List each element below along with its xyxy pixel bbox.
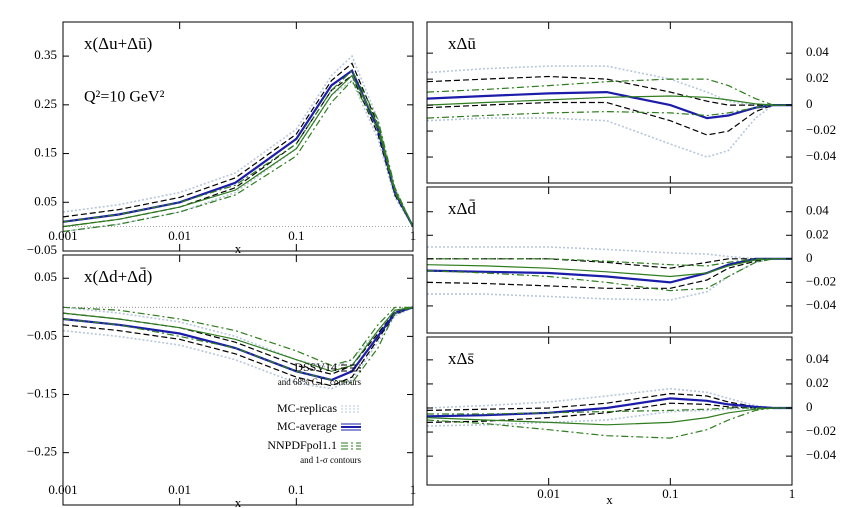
x-axis-label: x bbox=[606, 492, 613, 507]
x-tick-label: 1 bbox=[410, 482, 417, 497]
legend-label: MC-replicas bbox=[277, 401, 337, 415]
x-tick-label: 0.1 bbox=[662, 486, 678, 501]
legend-note: and 1-σ contours bbox=[300, 455, 361, 465]
curve bbox=[427, 407, 792, 427]
y-tick-label: 0.04 bbox=[806, 351, 829, 366]
curve bbox=[427, 95, 792, 106]
y-tick-label: −0.02 bbox=[806, 423, 836, 438]
y-tick-label: 0 bbox=[806, 399, 813, 414]
y-tick-label: 0.25 bbox=[34, 96, 57, 111]
y-tick-label: −0.04 bbox=[806, 297, 837, 312]
curve bbox=[427, 65, 792, 106]
x-tick-label: 0.001 bbox=[48, 228, 77, 243]
curve bbox=[427, 258, 792, 267]
x-tick-label: 0.1 bbox=[288, 228, 304, 243]
curve bbox=[63, 306, 413, 384]
curve bbox=[63, 306, 413, 367]
y-tick-label: −0.05 bbox=[27, 242, 57, 257]
curve bbox=[427, 407, 792, 439]
legend-note: and 68% C.L. contours bbox=[278, 377, 362, 387]
y-tick-label: 0 bbox=[806, 96, 813, 111]
y-tick-label: 0.05 bbox=[34, 269, 57, 284]
panel-frame bbox=[62, 21, 414, 252]
curve bbox=[427, 407, 792, 415]
x-tick-label: 0.01 bbox=[168, 482, 191, 497]
curve bbox=[427, 101, 792, 136]
x-tick-label: 1 bbox=[410, 228, 417, 243]
panel-frame bbox=[62, 254, 414, 506]
x-axis-label: x bbox=[235, 241, 242, 256]
panel-frame bbox=[426, 186, 793, 334]
legend-label: MC-average bbox=[277, 419, 337, 433]
y-tick-label: 0.02 bbox=[806, 226, 829, 241]
panel-title: xΔd̄ bbox=[448, 199, 476, 218]
panel-title: x(Δd+Δd̄) bbox=[84, 267, 152, 286]
panel-title: xΔū bbox=[448, 34, 476, 53]
x-tick-label: 1 bbox=[789, 486, 796, 501]
y-tick-label: −0.02 bbox=[806, 273, 836, 288]
x-tick-label: 0.01 bbox=[168, 228, 191, 243]
panel-title: x(Δu+Δū) bbox=[84, 34, 152, 53]
curve bbox=[427, 258, 792, 301]
curve bbox=[427, 258, 792, 278]
y-tick-label: −0.04 bbox=[806, 447, 837, 462]
curve bbox=[427, 104, 792, 158]
x-tick-label: 0.1 bbox=[288, 482, 304, 497]
y-tick-label: 0.04 bbox=[806, 203, 829, 218]
curve bbox=[63, 79, 413, 233]
curve bbox=[63, 74, 413, 228]
x-tick-label: 0.001 bbox=[48, 482, 77, 497]
panel-title: xΔs̄ bbox=[448, 349, 474, 368]
y-tick-label: 0.05 bbox=[34, 193, 57, 208]
y-tick-label: 0.02 bbox=[806, 70, 829, 85]
curve bbox=[63, 306, 413, 372]
y-tick-label: −0.04 bbox=[806, 148, 837, 163]
curve bbox=[427, 397, 792, 418]
y-tick-label: 0.02 bbox=[806, 375, 829, 390]
y-tick-label: −0.02 bbox=[806, 122, 836, 137]
curve bbox=[427, 246, 792, 260]
curve bbox=[427, 104, 792, 119]
x-tick-label: 0.01 bbox=[537, 486, 560, 501]
y-tick-label: 0.15 bbox=[34, 145, 57, 160]
curve bbox=[63, 54, 413, 227]
curve bbox=[427, 90, 792, 120]
y-tick-label: −0.25 bbox=[27, 444, 57, 459]
y-tick-label: 0.04 bbox=[806, 44, 829, 59]
curve bbox=[63, 306, 413, 387]
y-tick-label: −0.05 bbox=[27, 327, 57, 342]
curve bbox=[427, 392, 792, 411]
y-tick-label: 0.35 bbox=[34, 47, 57, 62]
legend-label: NNPDFpol1.1 bbox=[267, 438, 337, 452]
panel-subtitle: Q²=10 GeV² bbox=[84, 89, 165, 106]
y-tick-label: 0 bbox=[806, 250, 813, 265]
y-tick-label: −0.15 bbox=[27, 386, 57, 401]
curve bbox=[427, 258, 792, 292]
x-axis-label: x bbox=[235, 495, 242, 508]
curve bbox=[427, 407, 792, 426]
panel-frame bbox=[426, 21, 793, 184]
legend-label: DSSV14 bbox=[294, 360, 337, 374]
panel-frame bbox=[426, 336, 793, 486]
